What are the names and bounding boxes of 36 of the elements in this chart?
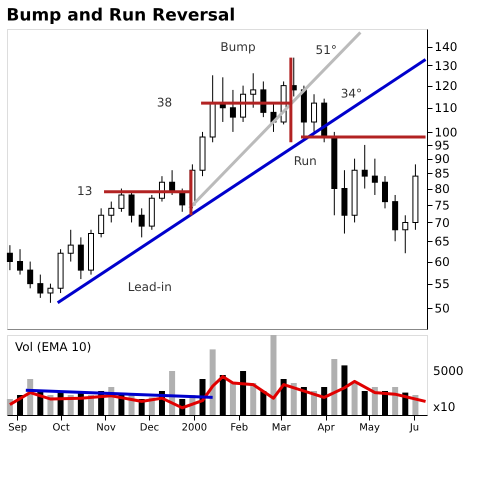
y-tick-label: 90 (434, 152, 450, 166)
x-tick-label: Ju (408, 422, 420, 434)
y-tick-label: 120 (434, 79, 458, 94)
x-tick-label: Feb (230, 422, 248, 434)
y-tick-label: 75 (434, 198, 450, 212)
annotation: 34° (340, 86, 362, 100)
x-tick-label: Mar (272, 422, 292, 434)
annotation: 13 (77, 184, 92, 198)
text: x10 (433, 400, 456, 414)
x-tick-label: Apr (317, 422, 336, 434)
annotation: 51° (316, 43, 337, 57)
x-tick-label: Dec (140, 422, 160, 434)
annotation: Run (294, 154, 317, 168)
y-tick-label: 65 (434, 234, 450, 249)
y-tick-label: 140 (434, 40, 458, 54)
text: 5000 (433, 364, 464, 378)
chart-title: Bump and Run Reversal (6, 6, 236, 26)
x-tick-label: Oct (52, 422, 70, 434)
chart-title: Vol (EMA 10) (15, 340, 92, 354)
y-tick-label: 50 (434, 301, 450, 316)
annotation: Bump (220, 40, 256, 54)
x-tick-label: 2000 (182, 422, 208, 434)
y-tick-label: 55 (434, 277, 450, 292)
y-tick-label: 70 (434, 216, 450, 230)
annotation: Lead-in (128, 280, 172, 294)
y-tick-label: 95 (434, 138, 450, 152)
x-tick-label: Nov (96, 422, 116, 434)
y-tick-label: 130 (434, 58, 458, 73)
x-tick-label: May (359, 422, 380, 434)
y-tick-label: 100 (434, 125, 458, 140)
annotation: 38 (156, 96, 172, 110)
y-tick-label: 110 (434, 101, 458, 116)
x-tick-label: Sep (8, 422, 28, 434)
y-tick-label: 60 (434, 255, 450, 270)
y-tick-label: 80 (434, 182, 450, 196)
y-tick-label: 85 (434, 166, 450, 181)
